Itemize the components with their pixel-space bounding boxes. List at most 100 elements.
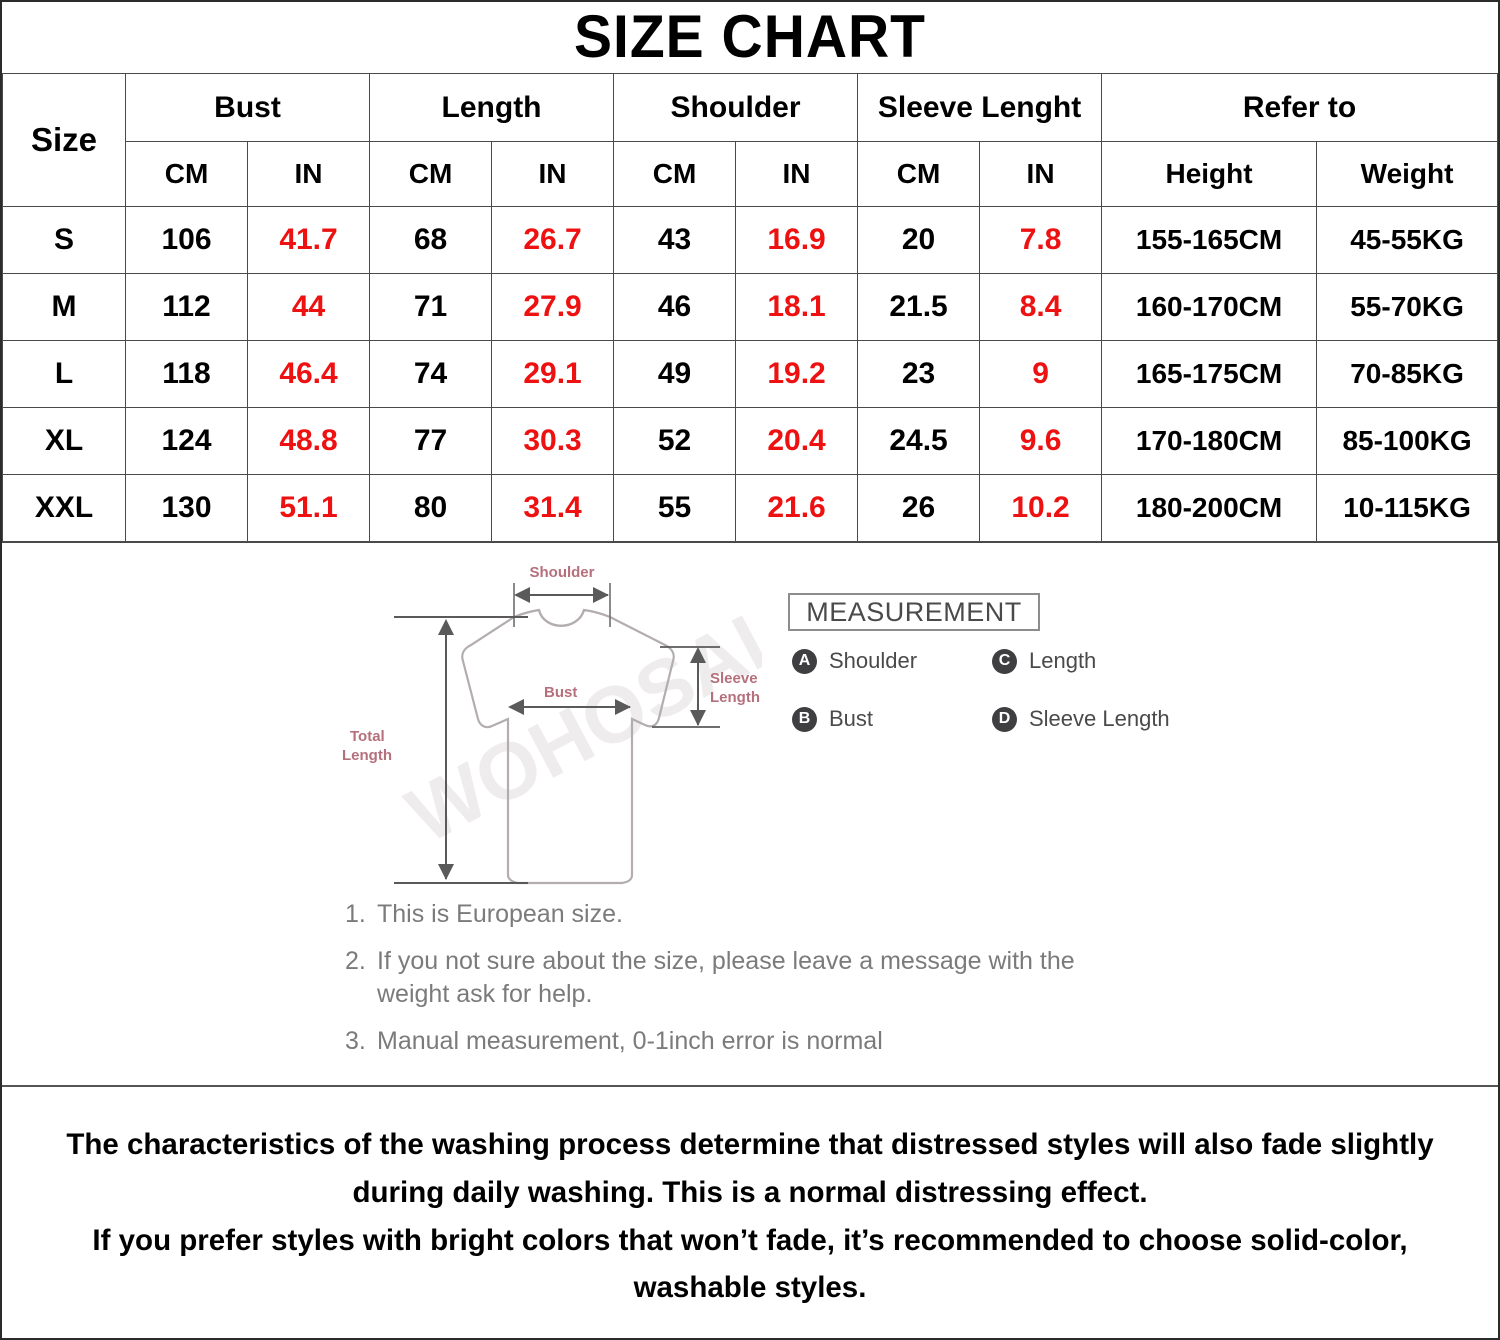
header-shoulder-in: IN xyxy=(735,141,859,207)
legend-item-length: C Length xyxy=(992,648,1192,674)
sleeve-length-label-line1: Sleeve xyxy=(710,670,758,687)
header-height: Height xyxy=(1101,141,1318,207)
cell-sleeve-in: 9 xyxy=(979,340,1103,408)
cell-weight: 45-55KG xyxy=(1316,206,1498,274)
cell-shoulder-cm: 55 xyxy=(613,474,737,543)
total-length-label-line2: Length xyxy=(342,747,392,764)
note-item: 1. This is European size. xyxy=(345,898,1145,931)
legend-row: A Shoulder C Length xyxy=(792,648,1212,674)
measurement-legend-items: A Shoulder C Length B Bust D Sleeve Leng… xyxy=(792,648,1212,764)
note-number: 3. xyxy=(345,1027,366,1055)
note-number: 1. xyxy=(345,900,366,928)
cell-bust-in: 46.4 xyxy=(246,340,371,408)
header-shoulder-cm: CM xyxy=(613,141,737,207)
legend-label-sleeve-length: Sleeve Length xyxy=(1029,706,1170,731)
page-title: SIZE CHART xyxy=(574,3,926,71)
measurement-diagram-section: WOHOSAI Shoulder Total Length Bust xyxy=(2,543,1498,1087)
cell-sleeve-in: 7.8 xyxy=(979,206,1103,274)
badge-a-icon: A xyxy=(792,648,817,674)
cell-length-cm: 68 xyxy=(369,206,493,274)
cell-size: XXL xyxy=(2,474,126,543)
disclaimer-line-2: during daily washing. This is a normal d… xyxy=(352,1175,1148,1209)
cell-bust-in: 48.8 xyxy=(246,407,371,475)
cell-length-in: 30.3 xyxy=(491,407,615,475)
cell-size: S xyxy=(2,206,126,274)
note-text: This is European size. xyxy=(377,900,623,928)
cell-length-cm: 74 xyxy=(369,340,493,408)
header-length-in: IN xyxy=(491,141,615,207)
sleeve-length-label-line2: Length xyxy=(710,689,760,706)
measurement-legend-title-box: MEASUREMENT xyxy=(788,593,1040,631)
cell-shoulder-cm: 43 xyxy=(613,206,737,274)
disclaimer-line-1: The characteristics of the washing proce… xyxy=(66,1128,1434,1161)
legend-label-shoulder: Shoulder xyxy=(829,648,918,673)
cell-sleeve-cm: 24.5 xyxy=(857,407,981,475)
header-length-cm: CM xyxy=(369,141,493,207)
cell-size: M xyxy=(2,273,126,341)
watermark-text: WOHOSAI xyxy=(393,598,762,860)
header-group-sleeve-length: Sleeve Lenght xyxy=(857,73,1103,142)
cell-height: 155-165CM xyxy=(1101,206,1318,274)
table-header-units: CM IN CM IN CM IN CM IN Height Weight xyxy=(3,141,1498,207)
notes-list: 1. This is European size. 2. If you not … xyxy=(345,898,1145,1072)
cell-weight: 55-70KG xyxy=(1316,273,1498,341)
table-row: S 106 41.7 68 26.7 43 16.9 20 7.8 155-16… xyxy=(2,206,1498,274)
header-sleeve-cm: CM xyxy=(857,141,981,207)
table-header-groups: Size Bust Length Shoulder Sleeve Lenght … xyxy=(2,73,1498,207)
note-text: Manual measurement, 0-1inch error is nor… xyxy=(377,1027,883,1055)
cell-sleeve-in: 10.2 xyxy=(979,474,1103,543)
cell-shoulder-cm: 49 xyxy=(613,340,737,408)
cell-bust-in: 41.7 xyxy=(246,206,371,274)
badge-c-icon: C xyxy=(992,648,1017,674)
cell-weight: 85-100KG xyxy=(1316,407,1498,475)
cell-sleeve-cm: 23 xyxy=(857,340,981,408)
note-item: 3. Manual measurement, 0-1inch error is … xyxy=(345,1025,1145,1058)
legend-item-shoulder: A Shoulder xyxy=(792,648,992,674)
table-body: S 106 41.7 68 26.7 43 16.9 20 7.8 155-16… xyxy=(2,206,1498,543)
legend-item-bust: B Bust xyxy=(792,706,992,732)
cell-sleeve-cm: 26 xyxy=(857,474,981,543)
note-item: 2. If you not sure about the size, pleas… xyxy=(345,945,1145,1011)
chart-title-bar: SIZE CHART xyxy=(2,2,1498,73)
cell-bust-cm: 118 xyxy=(125,340,248,408)
cell-shoulder-in: 16.9 xyxy=(735,206,859,274)
bust-label: Bust xyxy=(544,684,577,701)
header-size: Size xyxy=(2,73,126,207)
cell-length-cm: 80 xyxy=(369,474,493,543)
cell-length-in: 26.7 xyxy=(491,206,615,274)
table-row: XXL 130 51.1 80 31.4 55 21.6 26 10.2 180… xyxy=(2,474,1498,543)
cell-shoulder-in: 18.1 xyxy=(735,273,859,341)
cell-size: L xyxy=(2,340,126,408)
cell-length-in: 29.1 xyxy=(491,340,615,408)
cell-bust-cm: 130 xyxy=(125,474,248,543)
note-text: If you not sure about the size, please l… xyxy=(377,947,1075,1008)
cell-bust-in: 44 xyxy=(246,273,371,341)
header-weight: Weight xyxy=(1316,141,1498,207)
legend-label-length: Length xyxy=(1029,648,1097,673)
cell-length-cm: 71 xyxy=(369,273,493,341)
cell-height: 180-200CM xyxy=(1101,474,1318,543)
cell-bust-in: 51.1 xyxy=(246,474,371,543)
cell-shoulder-in: 21.6 xyxy=(735,474,859,543)
cell-sleeve-in: 8.4 xyxy=(979,273,1103,341)
cell-weight: 70-85KG xyxy=(1316,340,1498,408)
cell-sleeve-cm: 20 xyxy=(857,206,981,274)
cell-height: 170-180CM xyxy=(1101,407,1318,475)
table-row: XL 124 48.8 77 30.3 52 20.4 24.5 9.6 170… xyxy=(2,407,1498,475)
cell-shoulder-in: 20.4 xyxy=(735,407,859,475)
badge-b-icon: B xyxy=(792,706,817,732)
header-group-bust: Bust xyxy=(124,73,371,142)
header-bust-cm: CM xyxy=(125,141,248,207)
cell-bust-cm: 124 xyxy=(125,407,248,475)
table-header: Size Bust Length Shoulder Sleeve Lenght … xyxy=(2,73,1498,207)
table-row: L 118 46.4 74 29.1 49 19.2 23 9 165-175C… xyxy=(2,340,1498,408)
table-row: M 112 44 71 27.9 46 18.1 21.5 8.4 160-17… xyxy=(2,273,1498,341)
header-sleeve-in: IN xyxy=(979,141,1103,207)
tshirt-collar xyxy=(537,609,586,627)
header-bust-in: IN xyxy=(246,141,371,207)
size-chart-table: Size Bust Length Shoulder Sleeve Lenght … xyxy=(2,73,1498,543)
cell-height: 160-170CM xyxy=(1101,273,1318,341)
note-number: 2. xyxy=(345,947,366,975)
cell-length-in: 31.4 xyxy=(491,474,615,543)
